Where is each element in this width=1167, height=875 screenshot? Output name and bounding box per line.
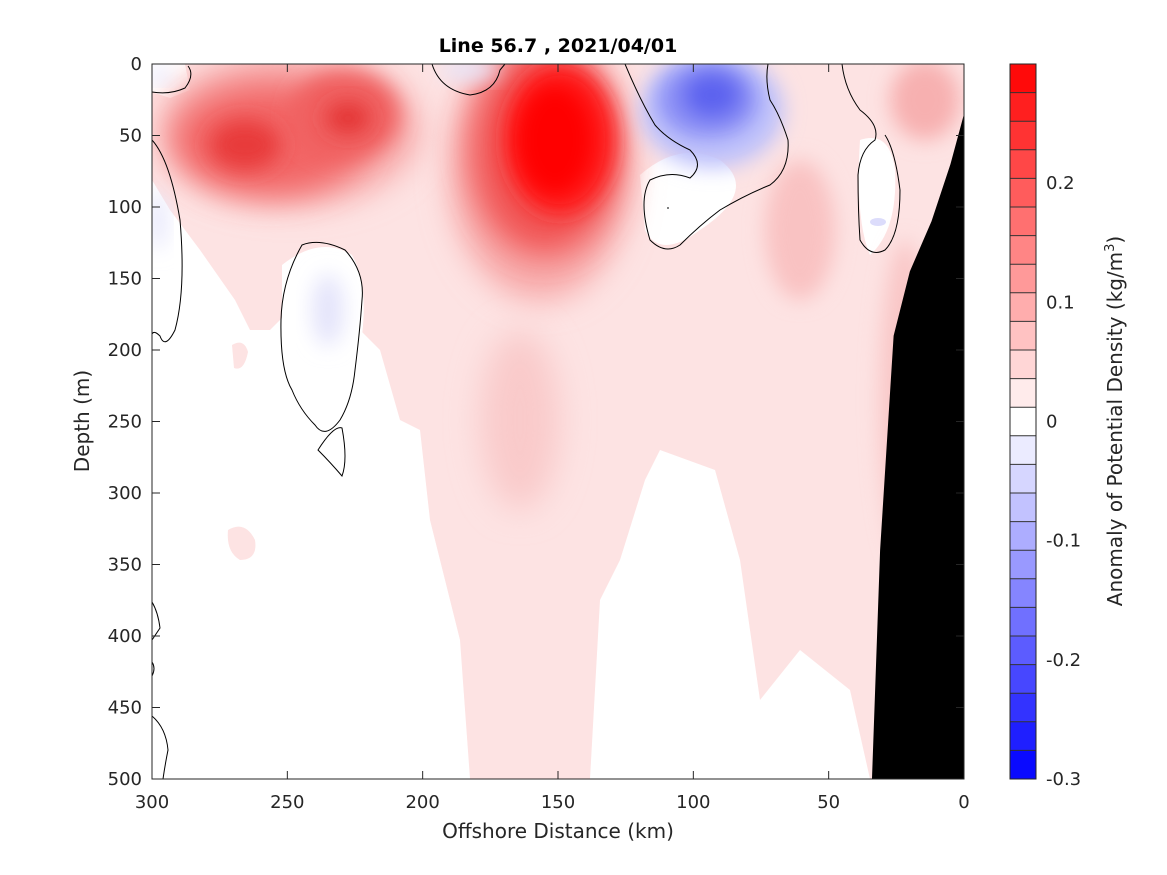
colorbar-label-end: ) xyxy=(1103,236,1127,244)
colorbar-label-text: Anomaly of Potential Density (kg/m xyxy=(1103,252,1127,606)
x-tick-label: 100 xyxy=(676,792,710,813)
colorbar-level xyxy=(1010,550,1036,580)
y-tick-label: 150 xyxy=(108,269,142,290)
colorbar-level xyxy=(1010,207,1036,237)
x-tick-label: 200 xyxy=(405,792,439,813)
colorbar-level xyxy=(1010,92,1036,122)
x-tick-label: 50 xyxy=(817,792,840,813)
y-axis-ticks: 0 50 100 150 200 250 300 350 400 450 500 xyxy=(108,54,964,790)
colorbar-level xyxy=(1010,121,1036,151)
near-zero-field xyxy=(152,64,896,420)
colorbar-level xyxy=(1010,521,1036,551)
colorbar-tick-label: 0.2 xyxy=(1046,173,1075,194)
colorbar-level xyxy=(1010,407,1036,437)
colorbar-tick-label: -0.2 xyxy=(1046,650,1081,671)
colorbar-level xyxy=(1010,321,1036,351)
colorbar-level xyxy=(1010,235,1036,265)
y-tick-label: 0 xyxy=(131,54,142,75)
negative-anomalies xyxy=(152,64,886,346)
plot-axes: 300 250 200 150 100 50 0 050100150200250300350… xyxy=(108,54,970,813)
colorbar-level xyxy=(1010,350,1036,380)
colorbar-level xyxy=(1010,464,1036,494)
colorbar-level xyxy=(1010,636,1036,666)
colorbar-ticks: 0.2 0.1 0 -0.1 -0.2 -0.3 xyxy=(1046,173,1081,790)
colorbar-level xyxy=(1010,435,1036,465)
colorbar-level xyxy=(1010,721,1036,751)
colorbar-level xyxy=(1010,149,1036,179)
y-tick-label: 450 xyxy=(108,698,142,719)
colorbar-tick-label: 0 xyxy=(1046,412,1057,433)
colorbar-tick-label: -0.3 xyxy=(1046,769,1081,790)
colorbar-levels xyxy=(1010,63,1036,780)
colorbar-level xyxy=(1010,578,1036,608)
colorbar-level xyxy=(1010,493,1036,523)
y-tick-label: 250 xyxy=(108,412,142,433)
y-tick-label: 500 xyxy=(108,769,142,790)
y-tick-label: 350 xyxy=(108,555,142,576)
colorbar-level xyxy=(1010,178,1036,208)
colorbar-level xyxy=(1010,292,1036,322)
colorbar-label-superscript: 3 xyxy=(1103,244,1118,252)
colorbar-level xyxy=(1010,64,1036,94)
zero-contours xyxy=(152,64,901,779)
y-tick-label: 300 xyxy=(108,483,142,504)
colorbar-tick-label: 0.1 xyxy=(1046,292,1075,313)
colorbar-level xyxy=(1010,264,1036,294)
colorbar-level xyxy=(1010,750,1036,780)
colorbar-level xyxy=(1010,378,1036,408)
y-axis-label: Depth (m) xyxy=(70,370,94,472)
colorbar-level xyxy=(1010,693,1036,723)
x-tick-label: 300 xyxy=(135,792,169,813)
x-axis-ticks: 300 250 200 150 100 50 0 xyxy=(135,64,970,813)
y-tick-label: 50 xyxy=(119,126,142,147)
plot-area xyxy=(152,64,964,779)
y-tick-label: 400 xyxy=(108,626,142,647)
y-tick-label: 100 xyxy=(108,197,142,218)
bathymetry-mask xyxy=(871,114,964,779)
colorbar: 0.2 0.1 0 -0.1 -0.2 -0.3 Anomaly of Potential… xyxy=(1009,63,1127,790)
chart-title: Line 56.7 , 2021/04/01 xyxy=(439,35,678,57)
x-axis-label: Offshore Distance (km) xyxy=(442,819,674,843)
x-tick-label: 0 xyxy=(958,792,969,813)
colorbar-level xyxy=(1010,607,1036,637)
colorbar-label: Anomaly of Potential Density (kg/m3) xyxy=(1103,236,1127,606)
y-tick-label: 200 xyxy=(108,340,142,361)
colorbar-frame xyxy=(1009,63,1037,780)
colorbar-tick-label: -0.1 xyxy=(1046,531,1081,552)
x-tick-label: 250 xyxy=(270,792,304,813)
x-tick-label: 150 xyxy=(541,792,575,813)
colorbar-level xyxy=(1010,664,1036,694)
